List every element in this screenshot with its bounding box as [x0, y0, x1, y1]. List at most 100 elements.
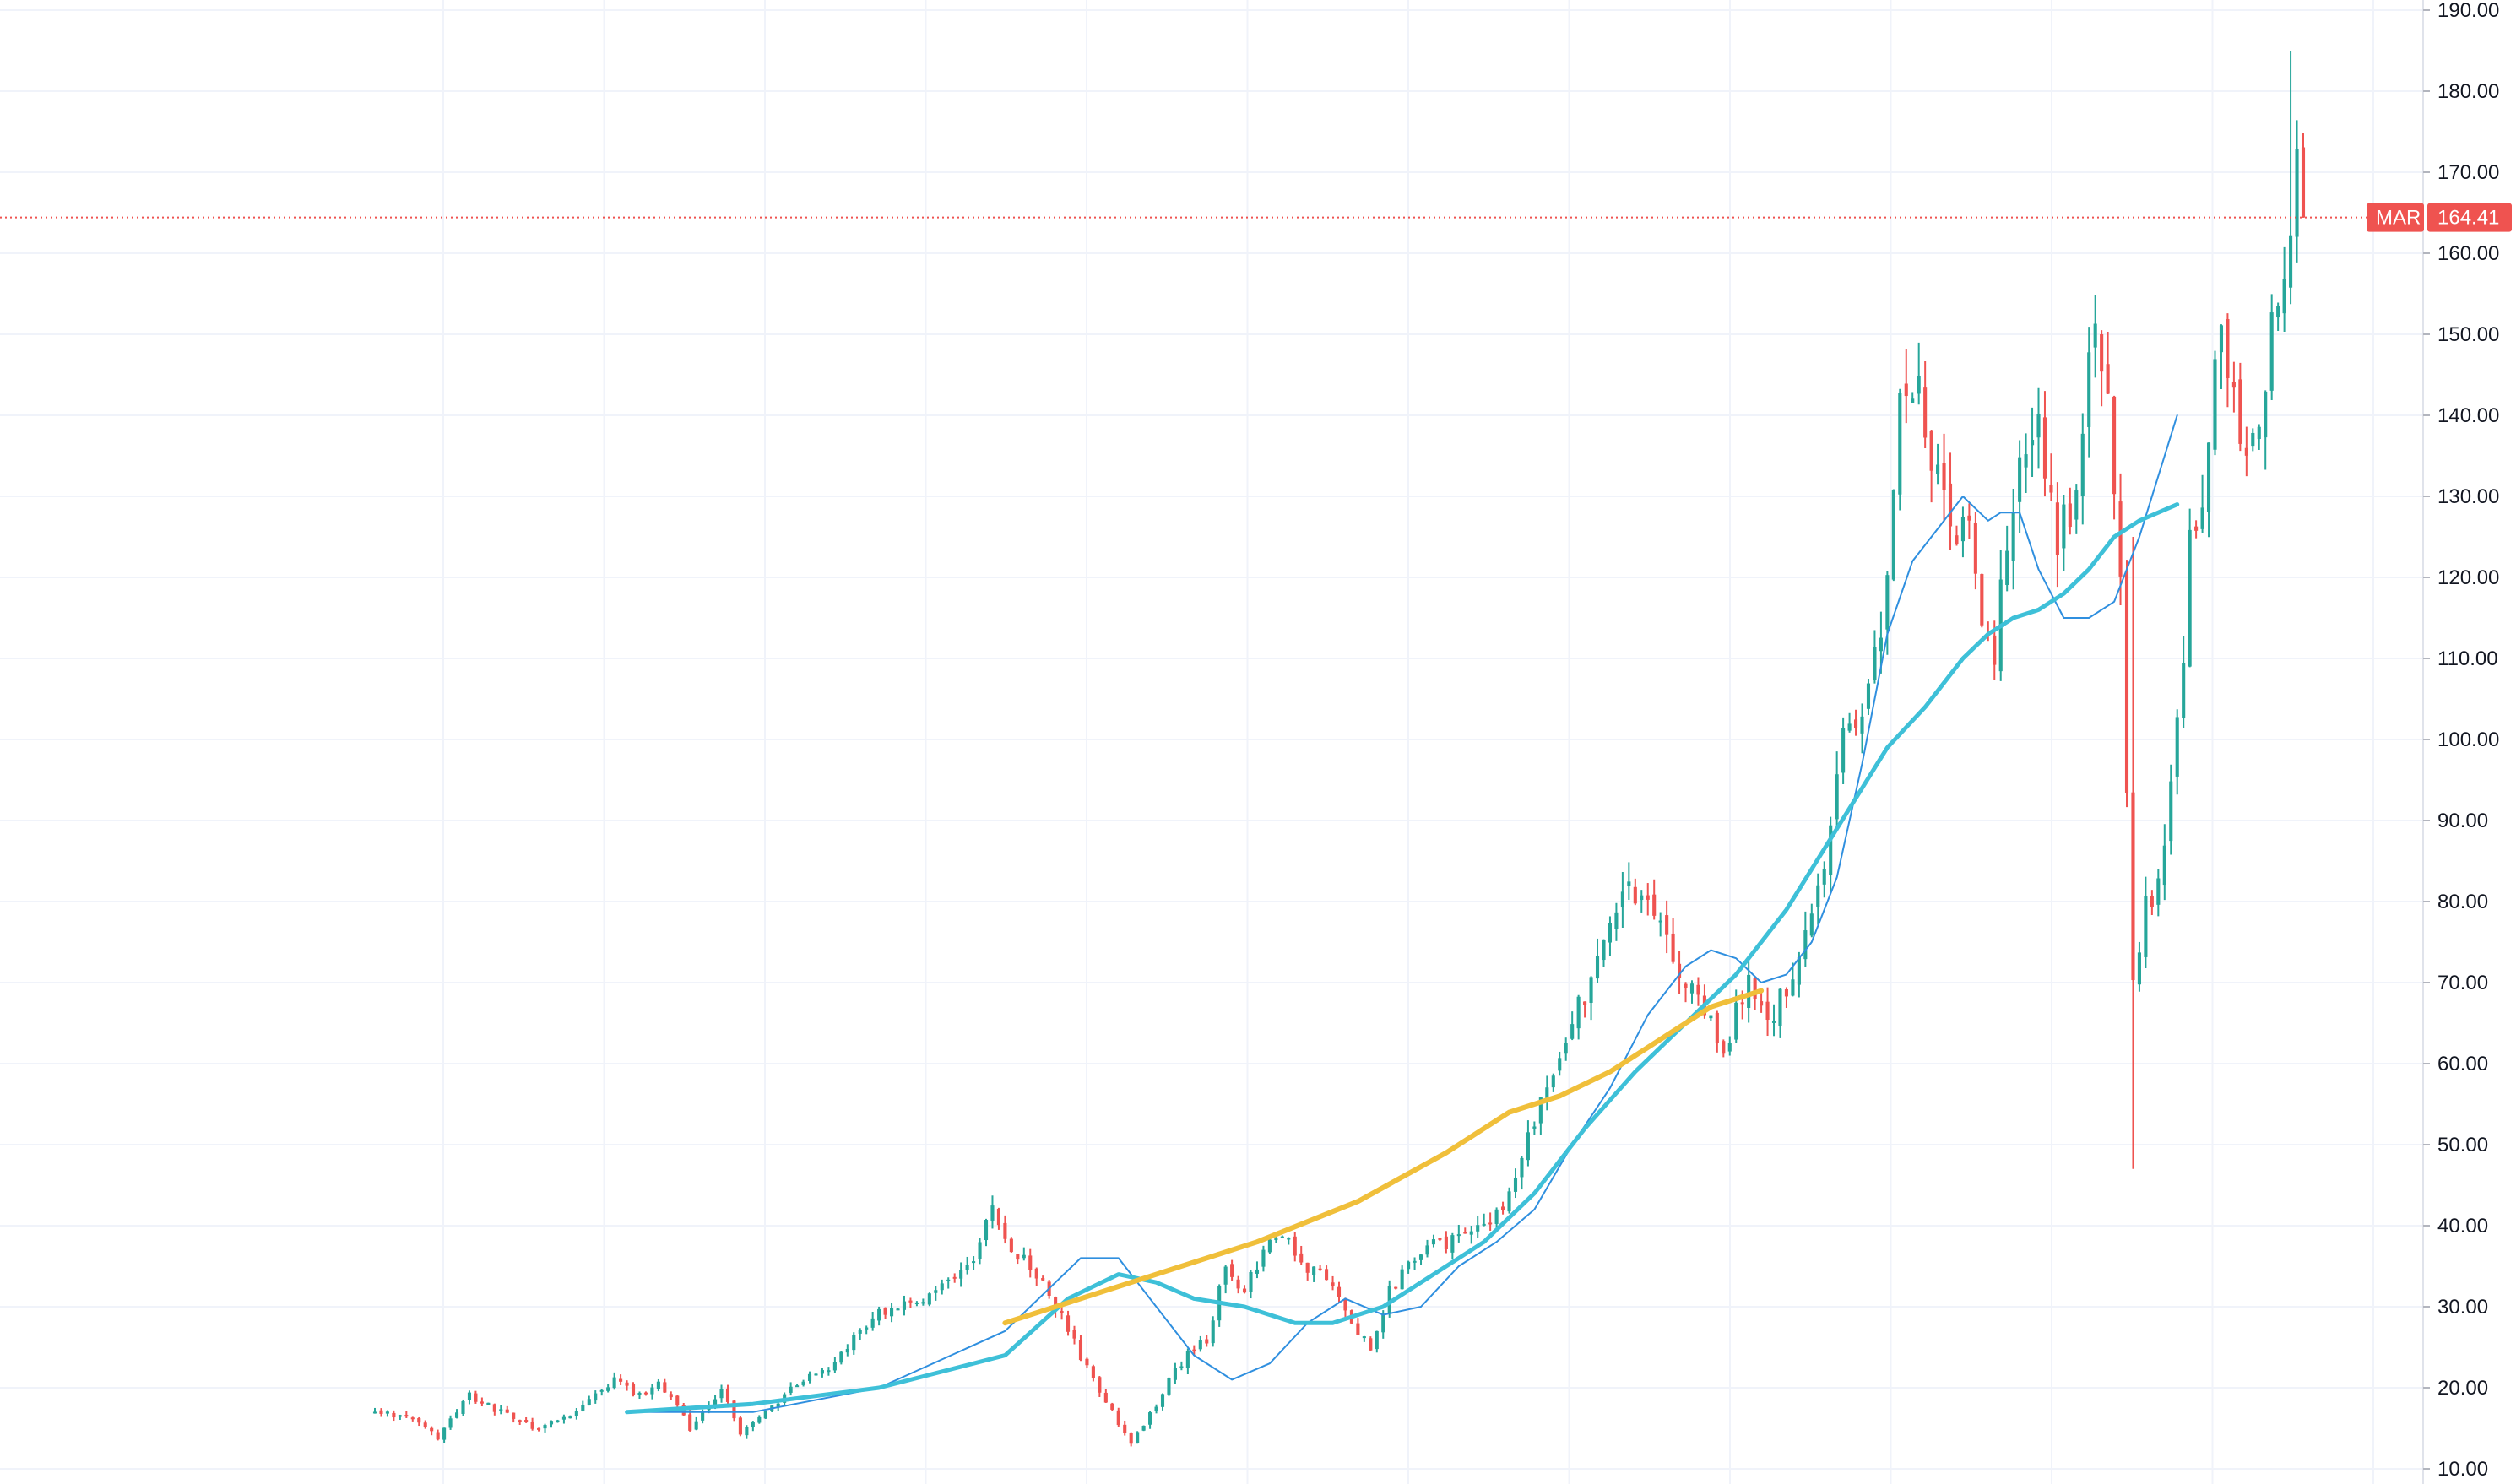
- candle-body-down: [1948, 483, 1953, 527]
- candle-body-up: [2062, 504, 2066, 549]
- candle-body-up: [1526, 1132, 1530, 1161]
- candle-body-down: [524, 1420, 529, 1423]
- candle-body-down: [404, 1415, 409, 1417]
- candle-body-up: [2162, 845, 2166, 886]
- candle-body-down: [2100, 334, 2104, 372]
- candle-body-up: [461, 1400, 465, 1414]
- candle-body-up: [1589, 977, 1593, 1003]
- candle-body-down: [1394, 1286, 1398, 1289]
- candle-body-down: [1091, 1366, 1095, 1378]
- candle-body-down: [1583, 1001, 1587, 1005]
- candle-body-up: [599, 1389, 604, 1392]
- candle-body-down: [530, 1422, 534, 1429]
- candle-body-down: [1715, 1012, 1719, 1043]
- candle-body-up: [1898, 393, 1902, 495]
- candle-body-up: [2093, 323, 2097, 348]
- candle-body-up: [2188, 529, 2192, 667]
- candle-body-up: [1860, 716, 1864, 734]
- candle-body-down: [883, 1308, 887, 1315]
- candle-body-down: [1722, 1041, 1726, 1054]
- candle-body-down: [1293, 1236, 1297, 1256]
- candle-body-up: [984, 1220, 989, 1241]
- candle-body-up: [1469, 1231, 1473, 1235]
- candle-body-up: [2156, 878, 2161, 905]
- candle-body-up: [1507, 1191, 1511, 1212]
- candle-body-up: [1249, 1271, 1253, 1292]
- candle-body-up: [1456, 1234, 1461, 1237]
- candle-body-down: [631, 1384, 636, 1395]
- candle-body-up: [1532, 1126, 1537, 1129]
- candle-body-down: [1942, 463, 1946, 490]
- candle-body-up: [1891, 490, 1895, 580]
- candle-body-up: [1620, 891, 1624, 908]
- candle-body-up: [1911, 398, 1915, 403]
- candle-body-down: [1646, 895, 1650, 900]
- candle-body-up: [1778, 988, 1782, 1026]
- candle-body-down: [1016, 1254, 1020, 1260]
- candle-body-down: [2112, 396, 2117, 495]
- y-tick-label: 70.00: [2437, 972, 2488, 994]
- candle-body-up: [713, 1399, 718, 1406]
- candle-body-up: [1538, 1097, 1543, 1124]
- candle-body-up: [499, 1409, 503, 1411]
- last-price-tag-label: 164.41: [2437, 207, 2499, 230]
- ma-fast-line: [626, 414, 2178, 1413]
- candle-body-down: [1085, 1358, 1089, 1366]
- y-tick-label: 90.00: [2437, 810, 2488, 832]
- candle-body-up: [1595, 956, 1600, 979]
- candle-body-up: [1771, 1021, 1776, 1023]
- candle-body-up: [1602, 940, 1606, 961]
- candle-body-up: [1551, 1075, 1555, 1088]
- candle-body-down: [1343, 1299, 1347, 1311]
- candle-body-down: [732, 1400, 736, 1419]
- candle-body-up: [1885, 575, 1890, 630]
- candle-body-down: [474, 1393, 478, 1402]
- candle-body-up: [2200, 507, 2204, 529]
- candle-body-down: [1003, 1222, 1007, 1239]
- candle-body-down: [1041, 1277, 1045, 1281]
- candle-body-up: [398, 1415, 402, 1417]
- symbol-tag-label: MAR: [2376, 207, 2421, 230]
- candle-body-up: [454, 1412, 459, 1418]
- candle-body-up: [914, 1302, 919, 1304]
- candle-body-up: [1400, 1269, 1404, 1290]
- candle-body-up: [2011, 512, 2015, 561]
- y-tick-label: 30.00: [2437, 1296, 2488, 1319]
- candle-body-up: [2030, 440, 2035, 446]
- candle-body-down: [1444, 1236, 1448, 1250]
- candle-body-down: [1192, 1349, 1196, 1351]
- candle-body-down: [2238, 379, 2242, 444]
- candle-body-up: [2144, 896, 2148, 957]
- y-tick-label: 110.00: [2437, 647, 2498, 670]
- candle-body-down: [2118, 501, 2123, 577]
- candle-body-up: [865, 1327, 869, 1330]
- candle-body-up: [1418, 1254, 1423, 1260]
- candle-body-down: [1488, 1222, 1493, 1225]
- candle-body-up: [1829, 825, 1833, 875]
- candle-body-up: [2213, 359, 2217, 450]
- candle-body-up: [1450, 1235, 1455, 1253]
- candle-body-up: [1494, 1209, 1499, 1224]
- candle-body-up: [1809, 913, 1814, 936]
- ma-slow-line: [1002, 988, 1765, 1326]
- candle-body-up: [1312, 1266, 1316, 1275]
- candle-body-up: [2269, 312, 2274, 391]
- candle-body-up: [549, 1421, 554, 1425]
- candle-body-down: [1123, 1424, 1127, 1434]
- candle-body-up: [845, 1348, 849, 1353]
- candle-body-up: [940, 1283, 944, 1291]
- candle-body-up: [1576, 996, 1581, 1029]
- candle-body-up: [1381, 1313, 1385, 1333]
- candle-body-down: [1078, 1340, 1083, 1361]
- candle-body-up: [1482, 1223, 1486, 1226]
- symbol-tag-background: [2367, 203, 2424, 232]
- candle-body-down: [423, 1422, 427, 1427]
- candle-body-up: [1747, 974, 1751, 1008]
- candle-body-up: [1280, 1236, 1284, 1238]
- candle-body-up: [1545, 1087, 1549, 1098]
- candle-body-up: [757, 1416, 762, 1423]
- candle-body-up: [1387, 1286, 1391, 1313]
- candle-body-down: [952, 1276, 957, 1279]
- candle-body-down: [2055, 502, 2059, 555]
